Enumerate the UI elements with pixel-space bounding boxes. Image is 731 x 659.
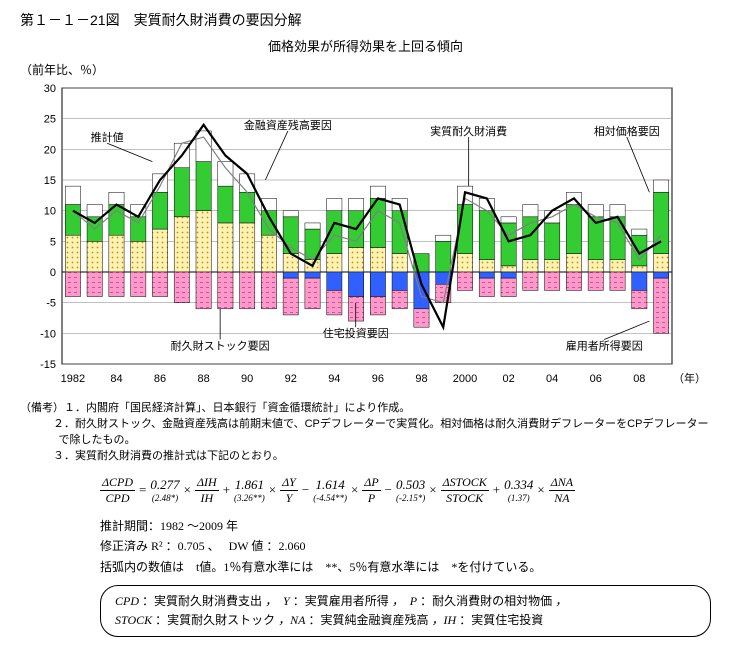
figure-title: 第１－１－21図 実質耐久財消費の要因分解 (20, 10, 711, 30)
svg-text:相対価格要因: 相対価格要因 (594, 124, 660, 138)
svg-text:94: 94 (328, 373, 340, 385)
svg-text:98: 98 (415, 373, 427, 385)
svg-text:30: 30 (44, 83, 56, 95)
decomposition-chart: -15 -10 -5 0 5 10 15 20 25 30 1982 84 86 88 90 92 94 96 98… (20, 80, 710, 390)
t-value-note: 括弧内の数値は t値。1％有意水準には **、5％有意水準には *を付けている。 (100, 557, 711, 577)
svg-text:金融資産残高要因: 金融資産残高要因 (244, 118, 332, 132)
estimation-period: 推計期間：1982 ～2009 年 (100, 516, 711, 536)
svg-text:88: 88 (197, 373, 209, 385)
svg-text:90: 90 (241, 373, 253, 385)
notes-block: （備考）１．内閣府「国民経済計算」、日本銀行「資金循環統計」により作成。 ２．耐… (20, 401, 711, 465)
svg-text:92: 92 (285, 373, 297, 385)
note-line: （備考）１．内閣府「国民経済計算」、日本銀行「資金循環統計」により作成。 (59, 401, 712, 417)
svg-text:96: 96 (372, 373, 384, 385)
svg-text:1982: 1982 (61, 373, 85, 385)
svg-text:08: 08 (633, 373, 645, 385)
formula-block: ΔCPDCPD = 0.277(2.48*)×ΔIHIH + 1.861(3.2… (20, 475, 711, 638)
svg-text:雇用者所得要因: 雇用者所得要因 (566, 338, 643, 352)
svg-text:86: 86 (154, 373, 166, 385)
figure-subtitle: 価格効果が所得効果を上回る傾向 (20, 36, 711, 55)
svg-text:-10: -10 (40, 328, 56, 340)
regression-formula: ΔCPDCPD = 0.277(2.48*)×ΔIHIH + 1.861(3.2… (100, 475, 711, 506)
y-axis-label: （前年比、％） (20, 61, 711, 78)
svg-text:耐久財ストック要因: 耐久財ストック要因 (171, 338, 270, 352)
svg-text:25: 25 (44, 114, 56, 126)
svg-text:住宅投資要因: 住宅投資要因 (323, 326, 389, 340)
svg-text:-5: -5 (46, 298, 56, 310)
svg-text:推計値: 推計値 (91, 130, 124, 144)
svg-text:5: 5 (50, 236, 56, 248)
svg-text:2000: 2000 (453, 373, 477, 385)
note-line: ３．実質耐久財消費の推計式は下記のとおり。 (59, 449, 712, 465)
svg-text:06: 06 (590, 373, 602, 385)
svg-text:（年）: （年） (673, 371, 706, 385)
svg-text:20: 20 (44, 144, 56, 156)
svg-text:84: 84 (110, 373, 122, 385)
svg-text:0: 0 (50, 267, 56, 279)
note-line: ２．耐久財ストック、金融資産残高は前期末値で、CPデフレーターで実質化。相対価格… (59, 417, 712, 449)
svg-text:10: 10 (44, 206, 56, 218)
svg-text:02: 02 (502, 373, 514, 385)
svg-text:-15: -15 (40, 359, 56, 371)
fit-stats: 修正済み R² ：0.705 、 DW 値 ：2.060 (100, 536, 711, 556)
variable-legend: CPD ：実質耐久財消費支出 ， Y ：実質雇用者所得 ， P ：耐久消費財の相… (100, 585, 711, 637)
svg-text:15: 15 (44, 175, 56, 187)
svg-text:実質耐久財消費: 実質耐久財消費 (430, 124, 507, 138)
svg-text:04: 04 (546, 373, 558, 385)
chart-container: -15 -10 -5 0 5 10 15 20 25 30 1982 84 86 88 90 92 94 96 98… (20, 80, 711, 393)
